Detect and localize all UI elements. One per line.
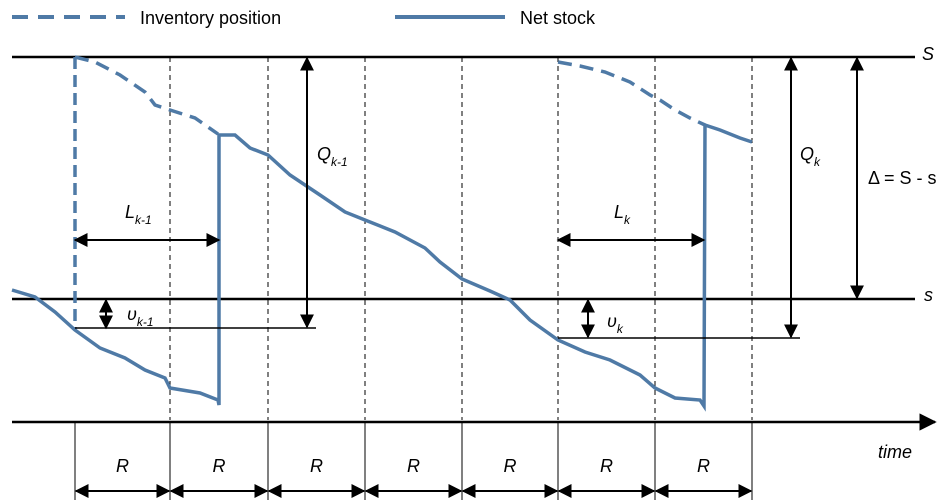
- period-label: R: [407, 456, 420, 476]
- label-sub: k: [617, 322, 624, 336]
- axis-label: time: [878, 442, 912, 462]
- label-base: L: [614, 202, 624, 222]
- period-label: R: [310, 456, 323, 476]
- lead-time-label: Lk: [614, 202, 631, 227]
- label-base: Q: [800, 144, 814, 164]
- label-sub: k: [814, 155, 821, 169]
- annotation-arrows: [73, 56, 864, 339]
- period-label: R: [504, 456, 517, 476]
- label-base: L: [125, 202, 135, 222]
- legend-label: Net stock: [520, 8, 596, 28]
- label-base: Q: [317, 144, 331, 164]
- lead-time-label: Lk-1: [125, 202, 152, 227]
- inventory-position-curve: [74, 55, 219, 136]
- level-S-label: S: [922, 44, 934, 64]
- annotation-labels: Lk-1 υk-1 Qk-1 Lk υk Qk: [125, 144, 821, 336]
- period-label: R: [213, 456, 226, 476]
- undershoot-label: υk: [607, 311, 624, 336]
- undershoot-label: υk-1: [127, 304, 154, 329]
- label-sub: k: [624, 213, 631, 227]
- net-stock-curve: [11, 122, 753, 412]
- order-quantity-label: Qk: [800, 144, 821, 169]
- label-sub: k-1: [331, 155, 348, 169]
- period-lines: [74, 57, 753, 500]
- label-sub: k-1: [135, 213, 152, 227]
- legend-label: Inventory position: [140, 8, 281, 28]
- period-label: R: [697, 456, 710, 476]
- curves: [11, 55, 753, 412]
- period-label: R: [116, 456, 129, 476]
- label-base: υ: [127, 304, 137, 324]
- level-lines: [12, 55, 937, 431]
- label-base: υ: [607, 311, 617, 331]
- level-s-label: s: [924, 285, 933, 305]
- legend: Inventory position Net stock: [12, 8, 596, 28]
- order-quantity-label: Qk-1: [317, 144, 348, 169]
- delta-label: Δ = S - s: [868, 168, 937, 188]
- label-sub: k-1: [137, 315, 154, 329]
- inventory-position-curve: [557, 60, 706, 127]
- period-label: R: [600, 456, 613, 476]
